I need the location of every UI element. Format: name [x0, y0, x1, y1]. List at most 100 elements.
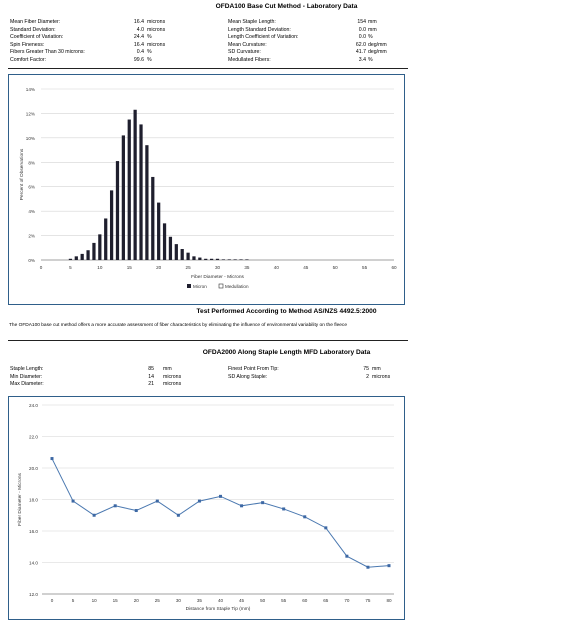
stat-value: 0.0	[358, 34, 366, 41]
stat-value: 75	[363, 366, 369, 372]
stat-value: 2	[366, 373, 369, 380]
x-tick-label: 75	[365, 598, 371, 603]
x-tick-label: 40	[218, 598, 224, 603]
x-tick-label: 55	[362, 265, 368, 270]
data-point	[155, 499, 159, 503]
data-point	[240, 504, 244, 508]
stat-unit: %	[368, 34, 373, 41]
histogram-bar	[145, 145, 149, 260]
x-tick-label: 65	[323, 598, 329, 603]
histogram-chart: 0% 2% 4% 6% 8% 10% 12% 14% 0 5 10 15 20 25 30 35 40 45 50 5…	[8, 74, 405, 305]
stat-label: Comfort Factor:	[10, 57, 47, 63]
data-point	[71, 499, 75, 503]
divider	[8, 340, 408, 341]
y-axis-label: Fiber Diameter - Microns	[17, 473, 23, 526]
x-tick-label: 25	[155, 598, 161, 603]
stat-unit: deg/mm	[368, 49, 387, 56]
stat-value: 3.4	[358, 57, 366, 63]
y-tick-label: 12%	[26, 111, 35, 116]
stat-label: Length Standard Deviation:	[228, 26, 291, 33]
histogram-svg: 0% 2% 4% 6% 8% 10% 12% 14% 0 5 10 15 20 25 30 35 40 45 50 5…	[19, 87, 397, 289]
x-tick-label: 30	[215, 265, 221, 270]
data-point	[134, 509, 138, 513]
stat-value: 85	[148, 366, 154, 372]
x-axis-label: Distance from Staple Tip (mm)	[186, 606, 251, 612]
stat-label: Coefficient of Variation:	[10, 34, 64, 41]
histogram-bar	[192, 256, 196, 260]
histogram-bar	[239, 259, 243, 260]
data-point	[176, 513, 180, 517]
x-axis-label: Fiber Diameter - Microns	[191, 274, 244, 280]
histogram-bar	[80, 253, 84, 260]
stat-value: 4.0	[136, 26, 144, 33]
legend-swatch-micron	[187, 284, 191, 288]
stat-value: 41.7	[355, 49, 366, 56]
histogram-bar	[245, 259, 249, 260]
histogram-bar	[121, 135, 125, 260]
y-tick-label: 6%	[28, 185, 35, 190]
x-tick-label: 15	[113, 598, 119, 603]
x-tick-label: 25	[186, 265, 192, 270]
stat-value: 24.4	[133, 34, 144, 41]
stat-label: Mean Staple Length:	[228, 19, 276, 25]
stat-unit: %	[147, 34, 152, 41]
legend-label: Micron	[193, 284, 207, 289]
stat-label: SD Along Staple:	[228, 373, 268, 380]
stat-label: Staple Length:	[10, 366, 44, 372]
stat-unit: microns	[147, 26, 166, 33]
x-tick-label: 5	[69, 265, 72, 270]
divider	[8, 68, 408, 69]
stat-label: Length Coefficient of Variation:	[228, 34, 299, 41]
data-point	[387, 564, 391, 568]
data-point	[50, 457, 54, 461]
line-chart-svg: 12.0 14.0 16.0 18.0 20.0 22.0 24.0 0 5 10 15 20 25 30…	[17, 403, 394, 612]
stat-label: Mean Fiber Diameter:	[10, 19, 61, 25]
histogram-bar	[204, 258, 208, 260]
legend-label: Medullation	[225, 284, 249, 289]
histogram-bar	[115, 161, 120, 260]
histogram-bar	[180, 249, 184, 260]
stat-label: Finest Point From Tip:	[228, 366, 279, 372]
x-tick-label: 10	[92, 598, 98, 603]
x-tick-label: 55	[281, 598, 287, 603]
histogram-bar	[139, 124, 143, 260]
data-point	[113, 504, 117, 508]
x-tick-label: 30	[176, 598, 182, 603]
histogram-bar	[209, 258, 214, 260]
x-tick-label: 15	[127, 265, 133, 270]
x-tick-label: 10	[97, 265, 103, 270]
y-tick-label: 10%	[26, 136, 35, 141]
stat-value: 99.6	[133, 57, 144, 63]
data-point	[366, 565, 370, 569]
stat-label: Spin Fineness:	[10, 41, 45, 48]
legend-swatch-medullation	[218, 283, 224, 289]
stat-unit: microns	[147, 19, 166, 25]
histogram-bar	[68, 258, 73, 260]
x-tick-label: 40	[274, 265, 280, 270]
along-staple-title: OFDA2000 Along Staple Length MFD Laborat…	[202, 349, 371, 356]
data-point	[282, 507, 286, 511]
stat-value: 62.0	[355, 41, 366, 48]
y-tick-label: 18.0	[29, 498, 38, 503]
stat-unit: microns	[163, 373, 182, 380]
stat-unit: mm	[372, 366, 381, 372]
y-tick-label: 4%	[28, 209, 35, 214]
y-tick-label: 20.0	[29, 466, 38, 471]
x-tick-label: 35	[197, 598, 203, 603]
stat-unit: mm	[368, 19, 377, 25]
y-tick-label: 0%	[28, 258, 35, 263]
data-point	[345, 554, 349, 558]
stat-label: Fibers Greater Than 30 microns:	[10, 49, 85, 56]
data-point	[92, 513, 96, 517]
histogram-bar	[233, 259, 237, 260]
stat-label: Max Diameter:	[10, 381, 44, 388]
line-chart: 12.0 14.0 16.0 18.0 20.0 22.0 24.0 0 5 10 15 20 25 30…	[8, 396, 405, 620]
x-tick-label: 0	[40, 265, 43, 270]
histogram-bar	[221, 259, 226, 260]
stat-label: Mean Curvature:	[228, 41, 267, 48]
stat-value: 14	[148, 373, 154, 380]
y-tick-label: 24.0	[29, 403, 38, 408]
stat-value: 16.4	[133, 19, 144, 25]
stat-value: 154	[357, 19, 366, 25]
data-point	[197, 499, 201, 503]
